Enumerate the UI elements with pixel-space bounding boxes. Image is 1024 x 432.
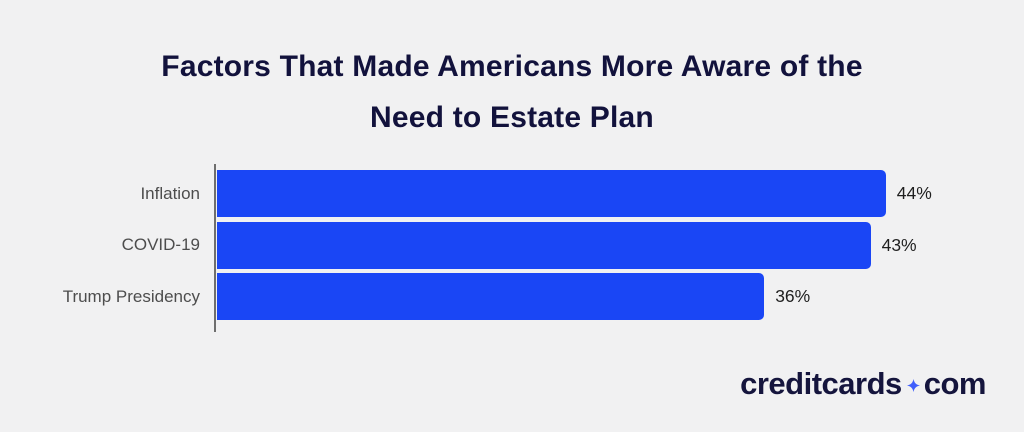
category-label: Trump Presidency (62, 286, 200, 306)
logo-text-right: com (923, 366, 987, 401)
chart-title-line-2: Need to Estate Plan (370, 101, 654, 134)
bar-row-trump-presidency: Trump Presidency 36% (63, 273, 1024, 320)
bar-inflation (217, 170, 886, 217)
category-label: COVID-19 (121, 235, 200, 254)
chart-title: Factors That Made Americans More Aware o… (0, 41, 1024, 143)
logo-text-left: creditcards (740, 366, 902, 401)
value-label: 43% (881, 234, 917, 255)
bar-chart: Inflation 44% COVID-19 43% Trump Preside… (63, 170, 1024, 320)
four-point-star-icon (906, 378, 921, 393)
bar-trump-presidency (217, 273, 765, 320)
creditcards-logo: creditcards com (740, 366, 986, 402)
category-label: Inflation (140, 183, 200, 203)
bar-covid19 (217, 221, 871, 269)
bar-row-inflation: Inflation 44% (140, 170, 1024, 217)
bar-row-covid19: COVID-19 43% (122, 221, 1024, 269)
chart-title-line-1: Factors That Made Americans More Aware o… (161, 50, 863, 83)
y-axis-line (214, 164, 216, 332)
value-label: 44% (896, 183, 932, 203)
value-label: 36% (775, 286, 811, 306)
